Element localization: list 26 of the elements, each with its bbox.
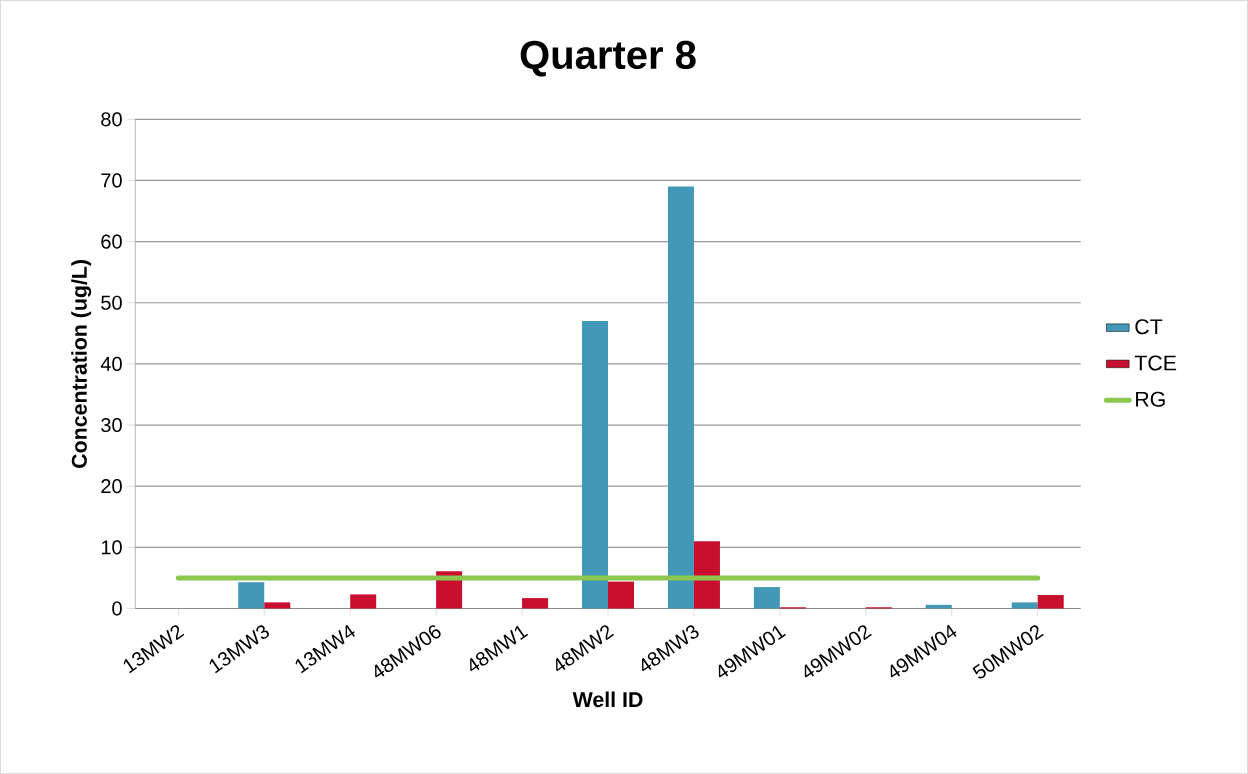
legend-label: TCE — [1134, 355, 1177, 371]
x-axis-title: Well ID — [572, 691, 643, 708]
y-tick-label: 0 — [112, 601, 122, 616]
y-axis-title: Concentration (ug/L) — [71, 260, 92, 469]
bar — [693, 541, 720, 609]
bar — [264, 602, 291, 609]
bar — [667, 186, 694, 609]
bar — [238, 582, 265, 609]
y-tick-label: 10 — [101, 540, 122, 555]
legend-label: CT — [1135, 319, 1163, 335]
y-tick-label: 70 — [101, 173, 122, 188]
y-tick-label: 30 — [101, 418, 122, 433]
bar — [1037, 595, 1064, 609]
bar — [522, 598, 549, 609]
legend-label: RG — [1136, 391, 1165, 407]
bar — [350, 594, 377, 609]
bar — [608, 581, 635, 609]
y-tick-label: 60 — [101, 234, 122, 249]
y-tick-label: 80 — [101, 112, 122, 127]
chart-title: Quarter 8 — [520, 40, 696, 77]
y-tick-label: 40 — [100, 356, 122, 372]
bar — [753, 587, 780, 609]
y-tick-label: 50 — [101, 295, 122, 310]
bar — [581, 321, 609, 609]
y-tick-label: 20 — [101, 479, 122, 494]
bar — [1011, 602, 1038, 609]
